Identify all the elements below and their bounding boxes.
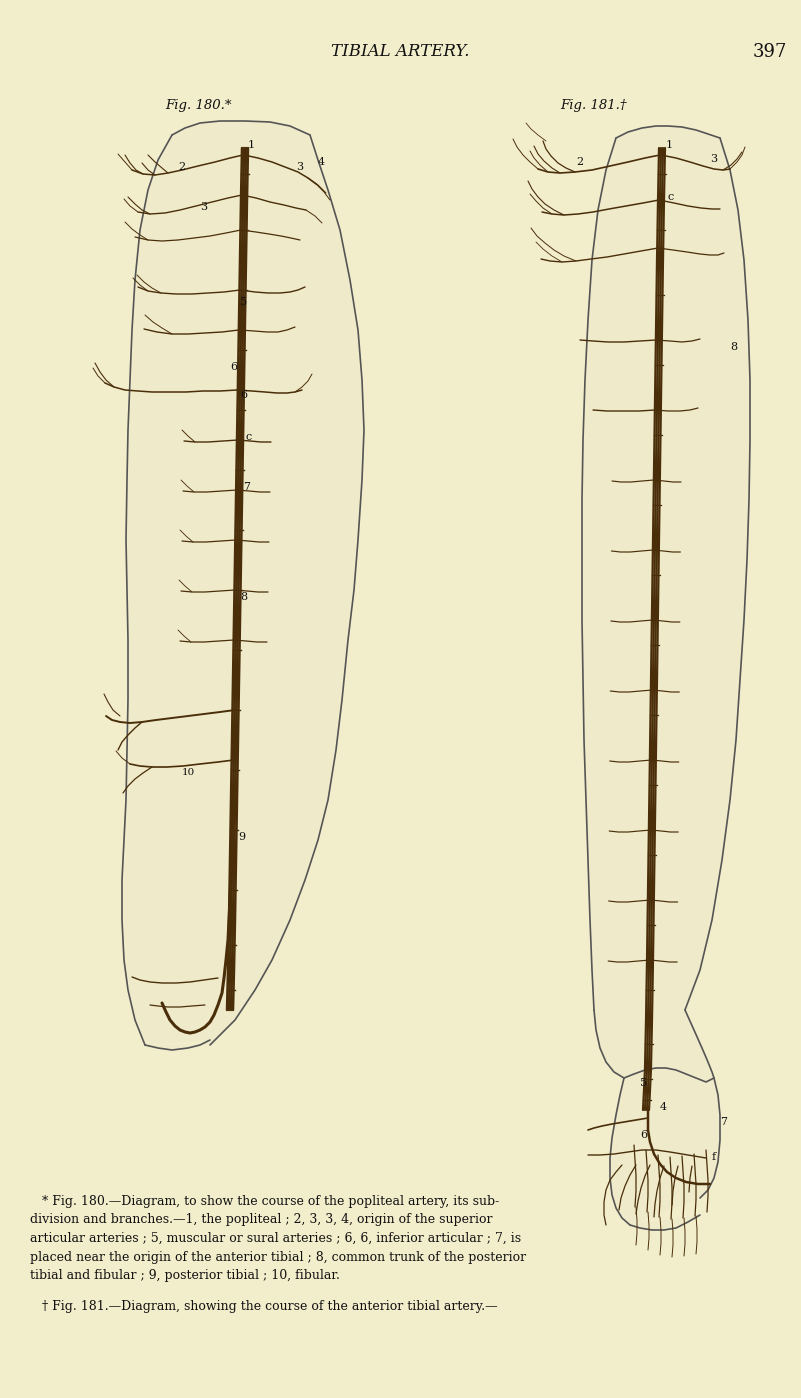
Text: Fig. 180.*: Fig. 180.* (165, 98, 231, 112)
Text: 9: 9 (238, 832, 245, 842)
Polygon shape (122, 122, 364, 1050)
Text: 5: 5 (240, 296, 248, 308)
Text: 3: 3 (200, 201, 207, 212)
Text: 3: 3 (296, 162, 303, 172)
Text: 397: 397 (753, 43, 787, 62)
Text: 10: 10 (182, 768, 195, 777)
Text: 7: 7 (243, 482, 250, 492)
Text: Fig. 181.†: Fig. 181.† (560, 98, 626, 112)
Text: f: f (712, 1152, 716, 1162)
Text: 6: 6 (240, 390, 248, 400)
Text: 4: 4 (660, 1102, 667, 1111)
Text: 2: 2 (178, 162, 185, 172)
Polygon shape (582, 126, 750, 1230)
Text: 6: 6 (230, 362, 237, 372)
Text: 6: 6 (640, 1130, 647, 1139)
Text: 4: 4 (318, 157, 325, 166)
Text: 3: 3 (710, 154, 717, 164)
Text: c: c (245, 432, 252, 442)
Text: 5: 5 (640, 1078, 647, 1088)
Text: 7: 7 (720, 1117, 727, 1127)
Text: * Fig. 180.—Diagram, to show the course of the popliteal artery, its sub-
divisi: * Fig. 180.—Diagram, to show the course … (30, 1195, 526, 1282)
Text: † Fig. 181.—Diagram, showing the course of the anterior tibial artery.—: † Fig. 181.—Diagram, showing the course … (30, 1300, 497, 1313)
Text: 8: 8 (240, 591, 248, 603)
Text: c: c (668, 192, 674, 201)
Text: 2: 2 (576, 157, 583, 166)
Text: 1: 1 (666, 140, 673, 150)
Text: 8: 8 (730, 343, 737, 352)
Text: TIBIAL ARTERY.: TIBIAL ARTERY. (331, 43, 469, 60)
Text: 1: 1 (248, 140, 256, 150)
